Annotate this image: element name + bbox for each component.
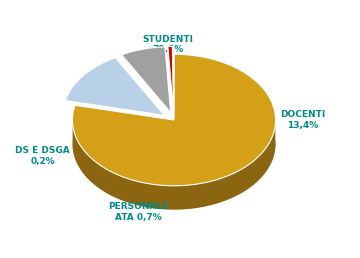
Polygon shape: [122, 47, 171, 112]
Text: DS E DSGA
0,2%: DS E DSGA 0,2%: [15, 146, 70, 166]
Text: PERSONALE
ATA 0,7%: PERSONALE ATA 0,7%: [108, 202, 168, 222]
Text: DOCENTI
13,4%: DOCENTI 13,4%: [280, 110, 326, 130]
Text: STUDENTI
78,6%: STUDENTI 78,6%: [143, 35, 194, 54]
Polygon shape: [72, 54, 276, 186]
Polygon shape: [168, 46, 174, 112]
Polygon shape: [65, 58, 164, 115]
Text: ADULTI
7,1%: ADULTI 7,1%: [190, 138, 225, 157]
Polygon shape: [72, 115, 276, 210]
Polygon shape: [173, 46, 174, 112]
